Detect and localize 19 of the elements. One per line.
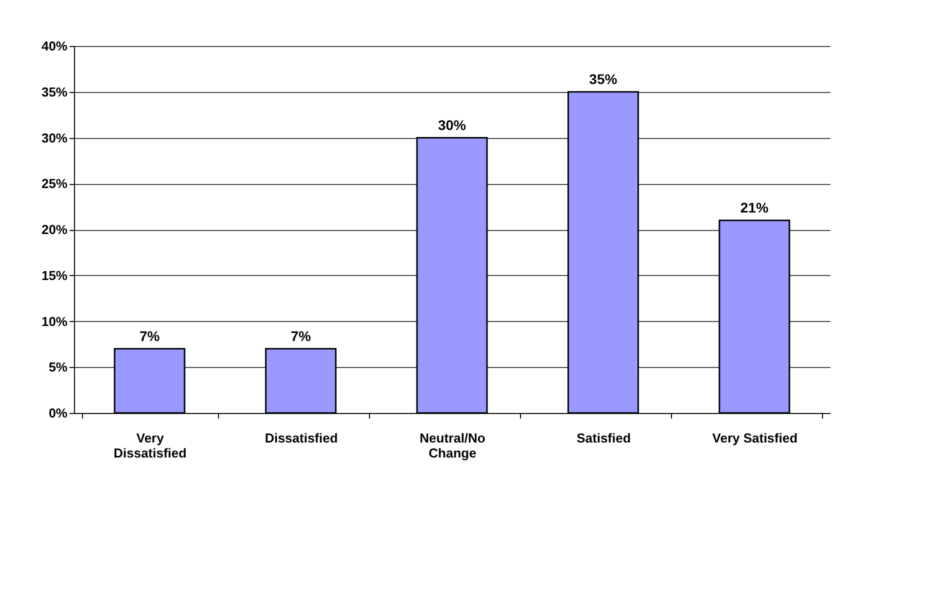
x-tick-label: Neutral/No Change bbox=[420, 430, 486, 460]
y-tick-label: 15% bbox=[41, 268, 68, 283]
y-tick-label: 20% bbox=[41, 222, 68, 237]
x-tick-label: Very Dissatisfied bbox=[114, 430, 187, 460]
data-label: 7% bbox=[290, 328, 312, 344]
y-tick-label: 25% bbox=[41, 176, 68, 192]
data-label: 7% bbox=[139, 328, 160, 344]
x-tick-label: Very Satisfied bbox=[712, 430, 798, 446]
data-label: 35% bbox=[589, 70, 618, 87]
x-tick-label: Satisfied bbox=[576, 430, 631, 446]
data-label: 21% bbox=[740, 199, 769, 216]
data-label: 30% bbox=[438, 116, 467, 133]
x-tick-label: Dissatisfied bbox=[264, 430, 338, 446]
y-tick-label: 35% bbox=[41, 84, 68, 100]
y-tick-label: 30% bbox=[41, 130, 68, 146]
y-tick-label: 40% bbox=[41, 38, 68, 54]
y-tick-label: 10% bbox=[41, 314, 68, 329]
y-tick-label: 0% bbox=[48, 406, 68, 420]
y-tick-label: 5% bbox=[48, 360, 68, 375]
